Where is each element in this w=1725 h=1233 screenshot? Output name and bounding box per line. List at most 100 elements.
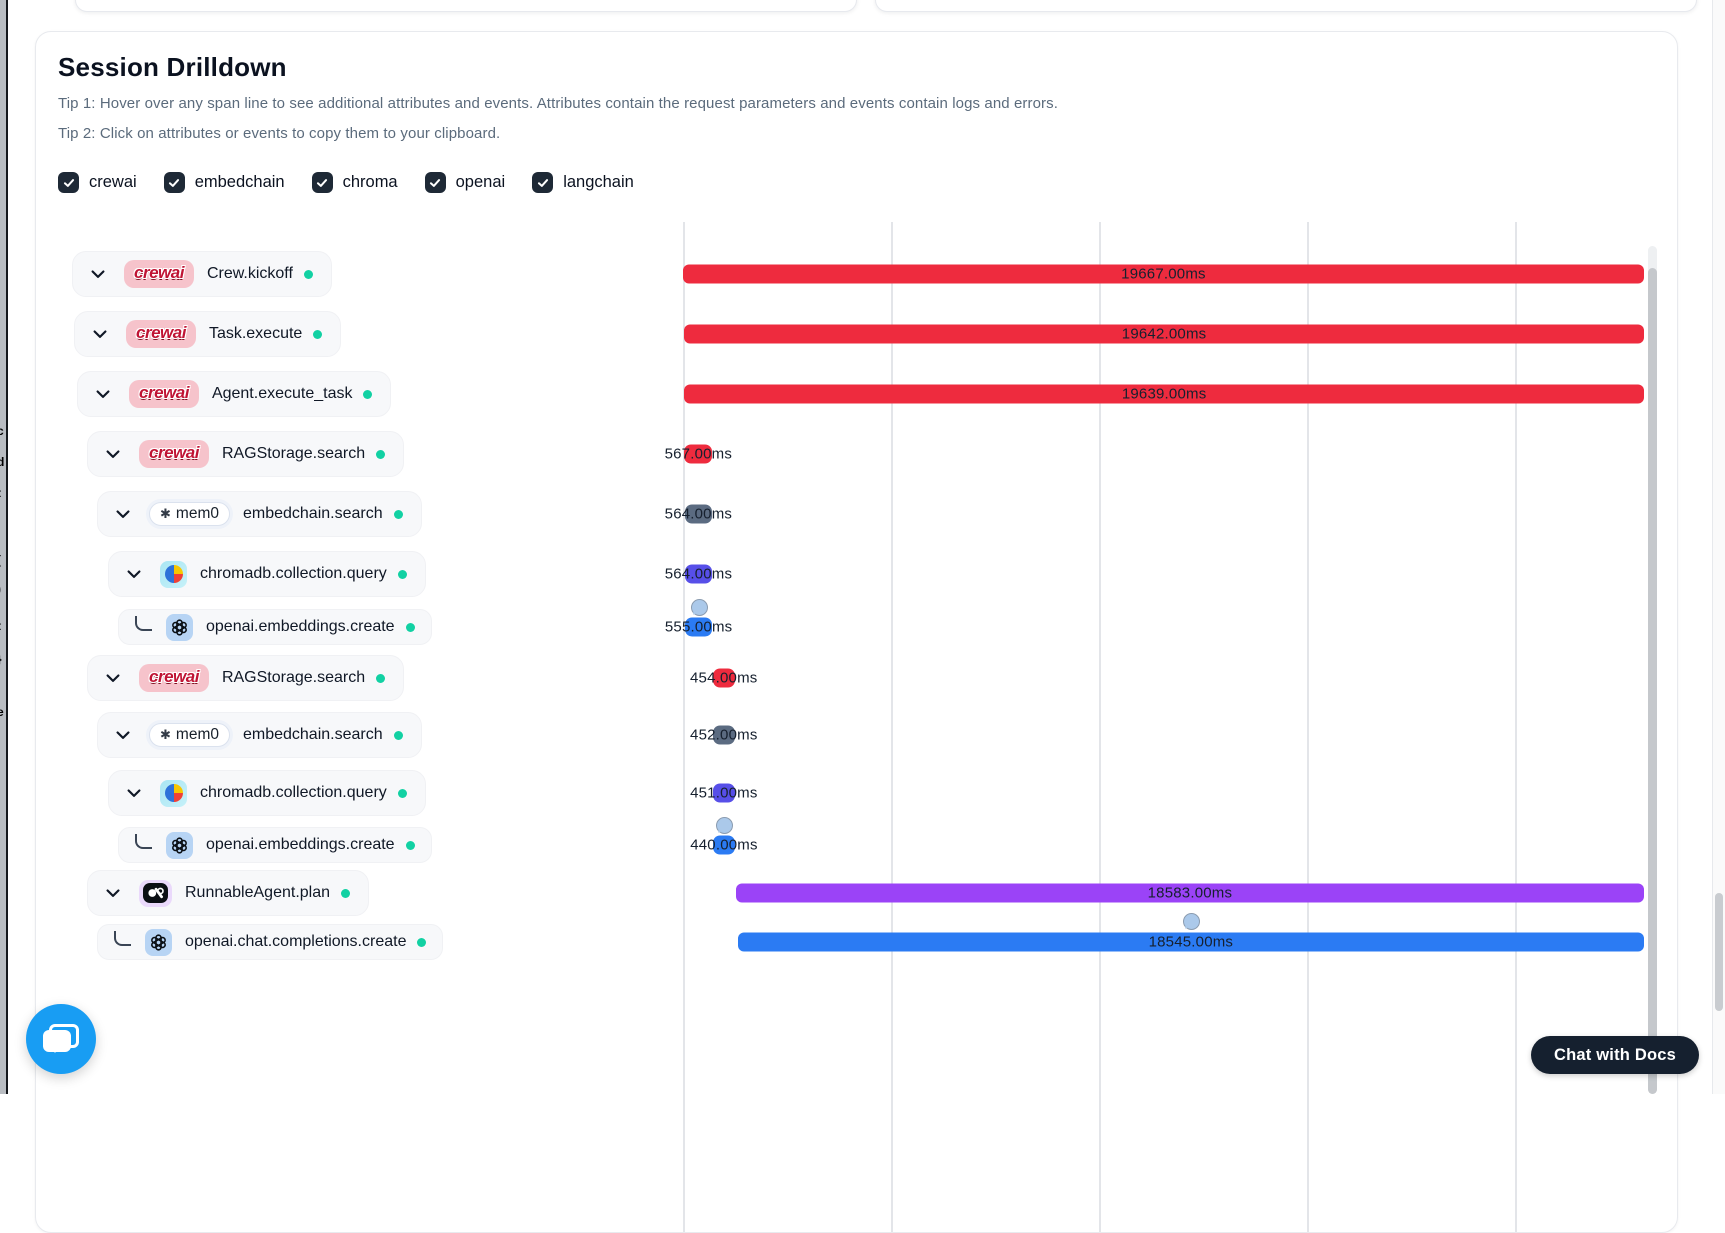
mem0-flower-icon: ✱ — [160, 727, 171, 742]
span-name: embedchain.search — [242, 726, 383, 743]
chevron-down-icon[interactable] — [103, 668, 123, 688]
trace-scrollbar-thumb[interactable] — [1648, 268, 1657, 1094]
filter-label: chroma — [342, 173, 398, 191]
checkbox-checked-icon[interactable] — [311, 172, 333, 193]
trace-row: crewai Crew.kickoff 19667.00ms — [36, 244, 1677, 304]
tip-2: Tip 2: Click on attributes or events to … — [58, 125, 501, 142]
span-pill-chromadb.collection.query[interactable]: chromadb.collection.query — [108, 551, 426, 597]
span-pill-RunnableAgent.plan[interactable]: RunnableAgent.plan — [87, 870, 370, 916]
chevron-down-icon[interactable] — [93, 384, 113, 404]
trace-row: openai.embeddings.create 440.00ms — [36, 817, 1677, 868]
openai-logo-badge — [145, 928, 172, 956]
checkbox-checked-icon[interactable] — [58, 172, 79, 193]
status-ok-dot — [363, 389, 373, 399]
openai-logo-badge — [166, 831, 193, 859]
status-ok-dot — [376, 673, 386, 683]
chevron-down-icon[interactable] — [88, 264, 108, 284]
chroma-logo-badge — [160, 560, 187, 588]
trace-row: ✱ mem0 embedchain.search 564.00ms — [36, 484, 1677, 544]
filter-checkbox-langchain[interactable]: langchain — [532, 172, 634, 193]
chevron-down-icon[interactable] — [103, 883, 123, 903]
span-duration-bar[interactable] — [684, 444, 713, 464]
span-duration-bar[interactable] — [684, 504, 713, 524]
filter-label: crewai — [89, 173, 137, 191]
chevron-down-icon[interactable] — [103, 444, 123, 464]
session-drilldown-panel: Session Drilldown Tip 1: Hover over any … — [35, 31, 1678, 1233]
langchain-logo-badge — [139, 879, 172, 907]
duration-label: 19642.00ms — [1121, 325, 1207, 343]
elbow-connector-icon — [135, 833, 152, 849]
filter-label: langchain — [563, 173, 634, 191]
page-scrollbar[interactable] — [1712, 0, 1725, 1094]
filter-label: openai — [455, 173, 506, 191]
status-ok-dot — [303, 269, 313, 279]
chat-with-docs-button[interactable]: Chat with Docs — [1531, 1036, 1699, 1074]
trace-row: chromadb.collection.query 451.00ms — [36, 764, 1677, 822]
span-duration-bar[interactable] — [685, 617, 713, 637]
chroma-circle-icon — [164, 565, 183, 583]
duration-label: 19639.00ms — [1121, 385, 1207, 403]
span-duration-bar[interactable] — [712, 668, 735, 688]
span-pill-openai.embeddings.create[interactable]: openai.embeddings.create — [118, 827, 432, 863]
span-pill-Task.execute[interactable]: crewai Task.execute — [74, 311, 342, 357]
span-duration-bar[interactable]: 19639.00ms — [684, 384, 1644, 404]
filter-checkbox-embedchain[interactable]: embedchain — [163, 172, 285, 193]
clipped-left-sidebar: cdt ()t }e — [0, 0, 8, 1094]
event-bubble-marker-icon[interactable] — [690, 599, 708, 616]
span-duration-bar[interactable] — [713, 835, 735, 855]
chat-widget-button[interactable] — [26, 1004, 96, 1074]
span-pill-embedchain.search[interactable]: ✱ mem0 embedchain.search — [97, 712, 422, 758]
span-duration-bar[interactable]: 19642.00ms — [684, 324, 1644, 344]
span-pill-Agent.execute_task[interactable]: crewai Agent.execute_task — [77, 371, 392, 417]
filter-checkbox-chroma[interactable]: chroma — [311, 172, 398, 193]
chevron-down-icon[interactable] — [113, 504, 133, 524]
chevron-down-icon[interactable] — [90, 324, 110, 344]
span-duration-bar[interactable] — [684, 564, 713, 584]
crewai-logo-badge: crewai — [124, 260, 194, 288]
openai-logo-badge — [166, 613, 193, 641]
span-duration-bar[interactable]: 18545.00ms — [737, 932, 1644, 952]
crewai-logo-badge: crewai — [139, 664, 209, 692]
span-duration-bar[interactable] — [712, 725, 735, 745]
duration-label: 18583.00ms — [1147, 884, 1233, 902]
crewai-logo-badge: crewai — [129, 380, 199, 408]
mem0-logo-badge: ✱ mem0 — [149, 723, 230, 747]
span-name: openai.embeddings.create — [206, 836, 395, 853]
page-title: Session Drilldown — [58, 52, 287, 82]
page-scrollbar-thumb[interactable] — [1715, 893, 1723, 1011]
span-name: RAGStorage.search — [221, 445, 366, 462]
span-name: chromadb.collection.query — [200, 784, 387, 801]
chevron-down-icon[interactable] — [124, 783, 144, 803]
span-pill-Crew.kickoff[interactable]: crewai Crew.kickoff — [72, 251, 332, 297]
filter-checkbox-openai[interactable]: openai — [424, 172, 506, 193]
span-pill-RAGStorage.search[interactable]: crewai RAGStorage.search — [87, 431, 405, 477]
span-name: Agent.execute_task — [211, 385, 353, 402]
span-duration-bar[interactable]: 19667.00ms — [683, 264, 1644, 284]
span-pill-chromadb.collection.query[interactable]: chromadb.collection.query — [108, 770, 426, 816]
checkbox-checked-icon[interactable] — [424, 172, 446, 193]
clipped-card-right — [875, 0, 1697, 12]
filter-checkbox-crewai[interactable]: crewai — [58, 172, 137, 193]
chevron-down-icon[interactable] — [124, 564, 144, 584]
span-pill-openai.embeddings.create[interactable]: openai.embeddings.create — [118, 609, 432, 645]
span-pill-embedchain.search[interactable]: ✱ mem0 embedchain.search — [97, 491, 422, 537]
checkbox-checked-icon[interactable] — [163, 172, 185, 193]
crewai-logo-badge: crewai — [139, 440, 209, 468]
duration-label: 451.00ms — [690, 784, 758, 802]
trace-row: RunnableAgent.plan 18583.00ms — [36, 868, 1677, 918]
span-name: Task.execute — [208, 325, 303, 342]
trace-scrollbar[interactable] — [1648, 246, 1657, 1094]
event-bubble-marker-icon[interactable] — [1182, 913, 1200, 930]
span-duration-bar[interactable] — [712, 783, 735, 803]
elbow-connector-icon — [114, 930, 131, 946]
status-ok-dot — [397, 788, 407, 798]
checkbox-checked-icon[interactable] — [532, 172, 554, 193]
span-duration-bar[interactable]: 18583.00ms — [735, 883, 1644, 903]
span-pill-RAGStorage.search[interactable]: crewai RAGStorage.search — [87, 655, 405, 701]
chroma-circle-icon — [164, 784, 183, 802]
status-ok-dot — [376, 449, 386, 459]
status-ok-dot — [313, 329, 323, 339]
chevron-down-icon[interactable] — [113, 725, 133, 745]
span-pill-openai.chat.completions.create[interactable]: openai.chat.completions.create — [97, 924, 444, 960]
event-bubble-marker-icon[interactable] — [715, 817, 733, 834]
